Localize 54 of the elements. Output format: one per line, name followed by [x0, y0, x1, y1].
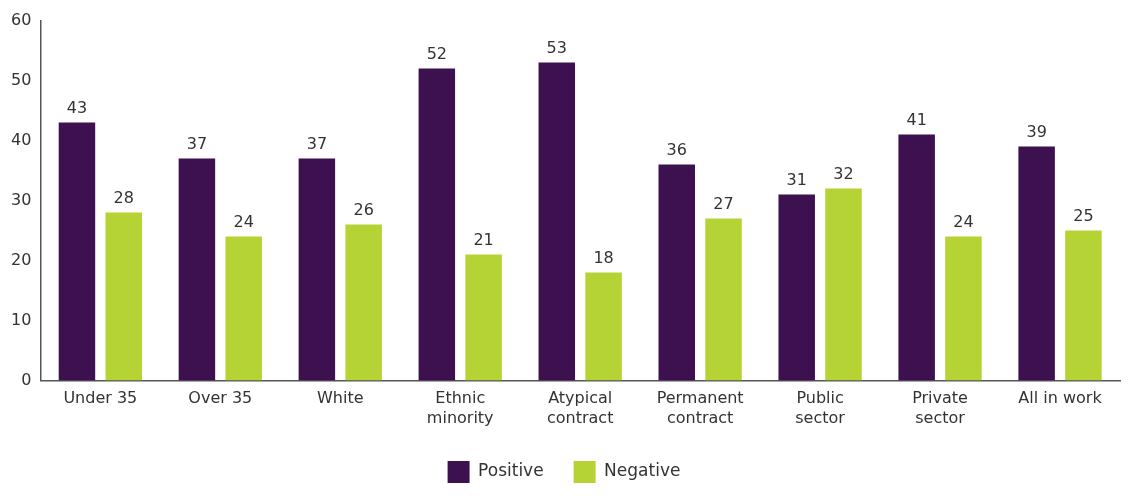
- bar: [1018, 146, 1055, 381]
- data-label: 28: [113, 187, 134, 207]
- y-tick-label: 40: [11, 129, 32, 149]
- bar: [705, 218, 742, 381]
- x-tick-label: Public sector: [795, 388, 846, 427]
- data-label: 36: [666, 139, 687, 159]
- data-label: 21: [473, 229, 494, 249]
- bar: [538, 62, 576, 381]
- bar: [418, 68, 456, 381]
- bar: [345, 224, 382, 381]
- bar: [825, 188, 862, 381]
- y-tick-label: 0: [21, 369, 32, 389]
- x-tick-label: Under 35: [63, 388, 138, 408]
- legend-label: Positive: [478, 460, 544, 481]
- data-label: 18: [593, 247, 614, 267]
- x-tick-label: Atypical contract: [546, 388, 614, 427]
- data-label: 53: [546, 37, 567, 57]
- data-label: 43: [66, 97, 88, 117]
- data-label: 24: [953, 211, 974, 231]
- y-tick-label: 60: [11, 9, 32, 29]
- y-tick-label: 20: [11, 249, 32, 269]
- bar: [298, 158, 336, 381]
- bar: [178, 158, 216, 381]
- data-label: 31: [786, 169, 807, 189]
- bar: [778, 194, 815, 381]
- bar: [945, 236, 982, 381]
- legend-label: Negative: [604, 460, 681, 481]
- data-label: 37: [306, 133, 328, 153]
- y-tick-label: 50: [11, 69, 32, 89]
- bar: [1065, 230, 1102, 381]
- bar: [58, 122, 96, 381]
- data-label: 52: [426, 43, 448, 63]
- x-tick-label: Permanent contract: [656, 388, 744, 427]
- data-label: 25: [1073, 205, 1094, 225]
- bar: [585, 272, 622, 381]
- bar: [465, 254, 502, 381]
- x-tick-label: Private sector: [912, 388, 968, 427]
- data-label: 41: [906, 109, 927, 129]
- data-label: 27: [713, 193, 734, 213]
- x-tick-label: Ethnic minority: [426, 388, 494, 427]
- x-tick-label: White: [316, 388, 364, 408]
- data-label: 39: [1026, 121, 1047, 141]
- bar: [225, 236, 262, 381]
- y-tick-label: 30: [11, 189, 32, 209]
- y-tick-label: 10: [11, 309, 32, 329]
- bar: [898, 134, 935, 381]
- x-tick-label: All in work: [1018, 388, 1103, 408]
- data-label: 32: [833, 163, 854, 183]
- data-label: 24: [233, 211, 254, 231]
- data-label: 26: [353, 199, 374, 219]
- x-tick-label: Over 35: [188, 388, 253, 408]
- bar: [105, 212, 142, 381]
- bar: [658, 164, 695, 381]
- data-label: 37: [186, 133, 208, 153]
